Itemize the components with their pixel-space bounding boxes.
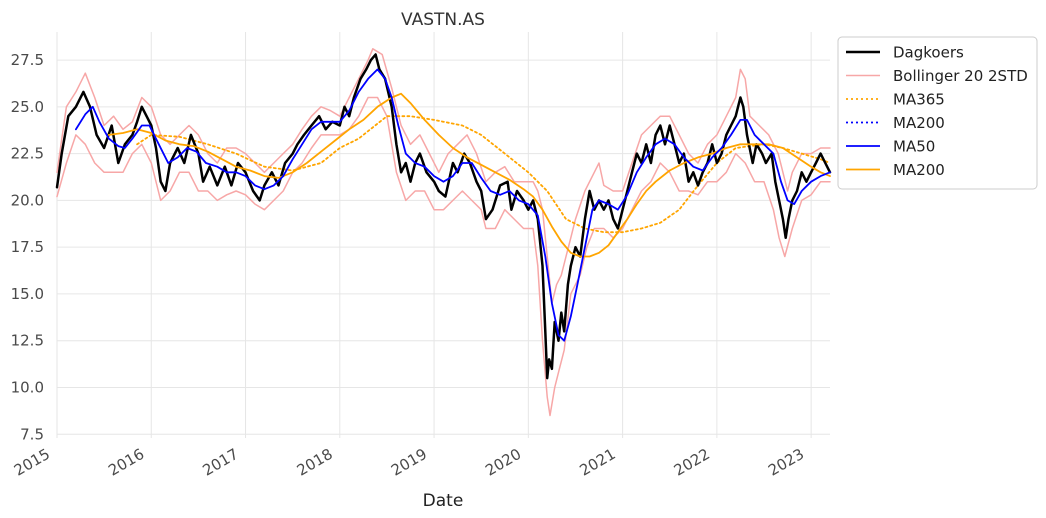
y-tick-label: 10.0	[11, 378, 44, 396]
series-ma365-2-line	[136, 115, 831, 234]
legend-box	[837, 36, 1038, 190]
series-bollinger-20-2std-1-upper	[56, 48, 831, 305]
legend-label: Dagkoers	[893, 44, 964, 62]
y-axis: 7.5 10.0 12.5 15.0 17.5 20.0 22.5 25.0 27.5	[11, 51, 44, 443]
x-tick-label: 2021	[577, 445, 619, 480]
chart-title: VASTN.AS	[401, 10, 485, 30]
x-tick-label: 2022	[671, 445, 713, 480]
legend-label: Bollinger 20 2STD	[893, 67, 1028, 85]
y-tick-label: 17.5	[11, 238, 44, 256]
x-axis-label: Date	[423, 491, 464, 511]
series-bollinger-20-2std-1-lower	[56, 96, 831, 417]
series-ma200-5-line	[107, 92, 831, 258]
plot-area	[55, 48, 832, 417]
y-tick-label: 27.5	[11, 51, 44, 69]
legend-label: MA50	[893, 138, 935, 156]
legend-label: MA200	[893, 161, 945, 179]
y-tick-label: 7.5	[20, 425, 44, 443]
x-tick-label: 2016	[105, 445, 147, 480]
x-tick-label: 2015	[11, 445, 53, 480]
y-tick-label: 12.5	[11, 332, 44, 350]
y-tick-label: 25.0	[11, 98, 44, 116]
y-tick-label: 15.0	[11, 285, 44, 303]
series-ma50-4-line	[75, 68, 831, 342]
y-tick-label: 22.5	[11, 145, 44, 163]
x-tick-label: 2019	[388, 445, 430, 480]
x-axis: 2015 2016 2017 2018 2019 2020 2021 2022 2023	[11, 445, 807, 480]
y-tick-label: 20.0	[11, 191, 44, 209]
legend-label: MA200	[893, 114, 945, 132]
legend: Dagkoers Bollinger 20 2STD MA365 MA200 MA50 M…	[837, 36, 1038, 190]
grid	[56, 32, 830, 438]
series-dagkoers-0-line	[55, 53, 832, 380]
x-tick-label: 2020	[482, 445, 524, 480]
x-tick-label: 2018	[294, 445, 336, 480]
x-tick-label: 2023	[765, 445, 807, 480]
x-tick-label: 2017	[199, 445, 241, 480]
legend-label: MA365	[893, 91, 945, 109]
